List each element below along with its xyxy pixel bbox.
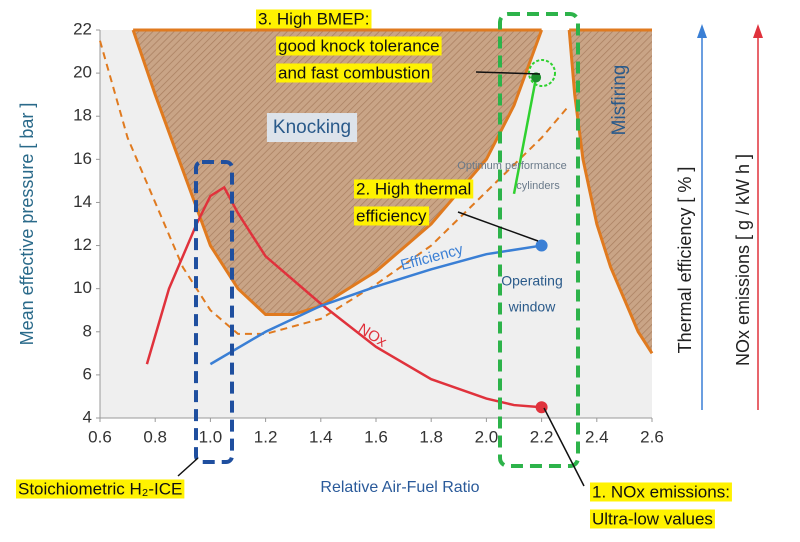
- x-tick-label: 1.6: [364, 427, 388, 446]
- x-tick-label: 1.8: [419, 427, 443, 446]
- annotation: 2. High thermal: [356, 179, 471, 198]
- end-marker: [535, 239, 548, 252]
- pointer: [475, 71, 541, 75]
- x-tick-label: 1.2: [254, 427, 278, 446]
- x-tick-label: 0.8: [143, 427, 167, 446]
- y-tick-label: 20: [73, 63, 92, 82]
- annotation: good knock tolerance: [278, 36, 440, 55]
- y-tick-label: 6: [83, 364, 92, 383]
- y-tick-label: 8: [83, 321, 92, 340]
- annotation: Stoichiometric H₂-ICE: [18, 479, 182, 498]
- point: [531, 72, 542, 83]
- annotation: Ultra-low values: [592, 509, 713, 528]
- x-tick-label: 0.6: [88, 427, 112, 446]
- highlight: [354, 179, 474, 199]
- region-area: [569, 30, 652, 354]
- series-label: Misfiring: [609, 65, 630, 136]
- stoichiometric-box: [194, 160, 234, 464]
- annotation: 1. NOx emissions:: [592, 482, 730, 501]
- label-box: [266, 113, 358, 143]
- pointer: [177, 457, 199, 477]
- x-tick-label: 2.0: [475, 427, 499, 446]
- annotation: 3. High BMEP:: [258, 9, 370, 28]
- x-tick-label: 1.0: [199, 427, 223, 446]
- y2-axis-label: NOx emissions [ g / kW h ]: [733, 154, 753, 366]
- highlight: [590, 509, 715, 529]
- x-tick-label: 1.4: [309, 427, 333, 446]
- y-tick-label: 16: [73, 149, 92, 168]
- y-tick-label: 14: [73, 192, 92, 211]
- y-tick-label: 12: [73, 235, 92, 254]
- axis-arrow-head: [697, 24, 707, 38]
- highlight: [590, 482, 732, 502]
- highlight: [16, 479, 185, 499]
- highlight: [256, 9, 372, 29]
- highlight: [354, 206, 430, 226]
- series-line: [209, 244, 542, 366]
- y-axis-label: Mean effective pressure [ bar ]: [17, 103, 37, 346]
- y-tick-label: 4: [83, 407, 92, 426]
- series-line: [99, 40, 570, 335]
- operating-window-box: [498, 12, 580, 468]
- pointer: [457, 211, 539, 242]
- x-tick-label: 2.2: [530, 427, 554, 446]
- region-label: window: [508, 299, 557, 315]
- series-line: [512, 77, 538, 195]
- x-tick-label: 2.4: [585, 427, 609, 446]
- region-label: Optimum performance: [457, 160, 566, 172]
- pointer: [543, 407, 585, 487]
- highlight: [276, 36, 442, 56]
- annotation: and fast combustion: [278, 63, 430, 82]
- region-label: Operating: [501, 273, 562, 289]
- region-area: [133, 30, 542, 315]
- y-tick-label: 10: [73, 278, 92, 297]
- y2-axis-label: Thermal efficiency [ % ]: [675, 167, 695, 354]
- y-tick-label: 22: [73, 19, 92, 38]
- region-label: cylinders: [516, 180, 560, 192]
- axis-arrow-head: [753, 24, 763, 38]
- x-tick-label: 2.6: [640, 427, 664, 446]
- highlight: [276, 63, 433, 83]
- annotation: efficiency: [356, 206, 427, 225]
- y-tick-label: 18: [73, 106, 92, 125]
- series-label: Knocking: [273, 117, 351, 138]
- x-axis-label: Relative Air-Fuel Ratio: [320, 479, 479, 496]
- region-boundary: [131, 29, 544, 317]
